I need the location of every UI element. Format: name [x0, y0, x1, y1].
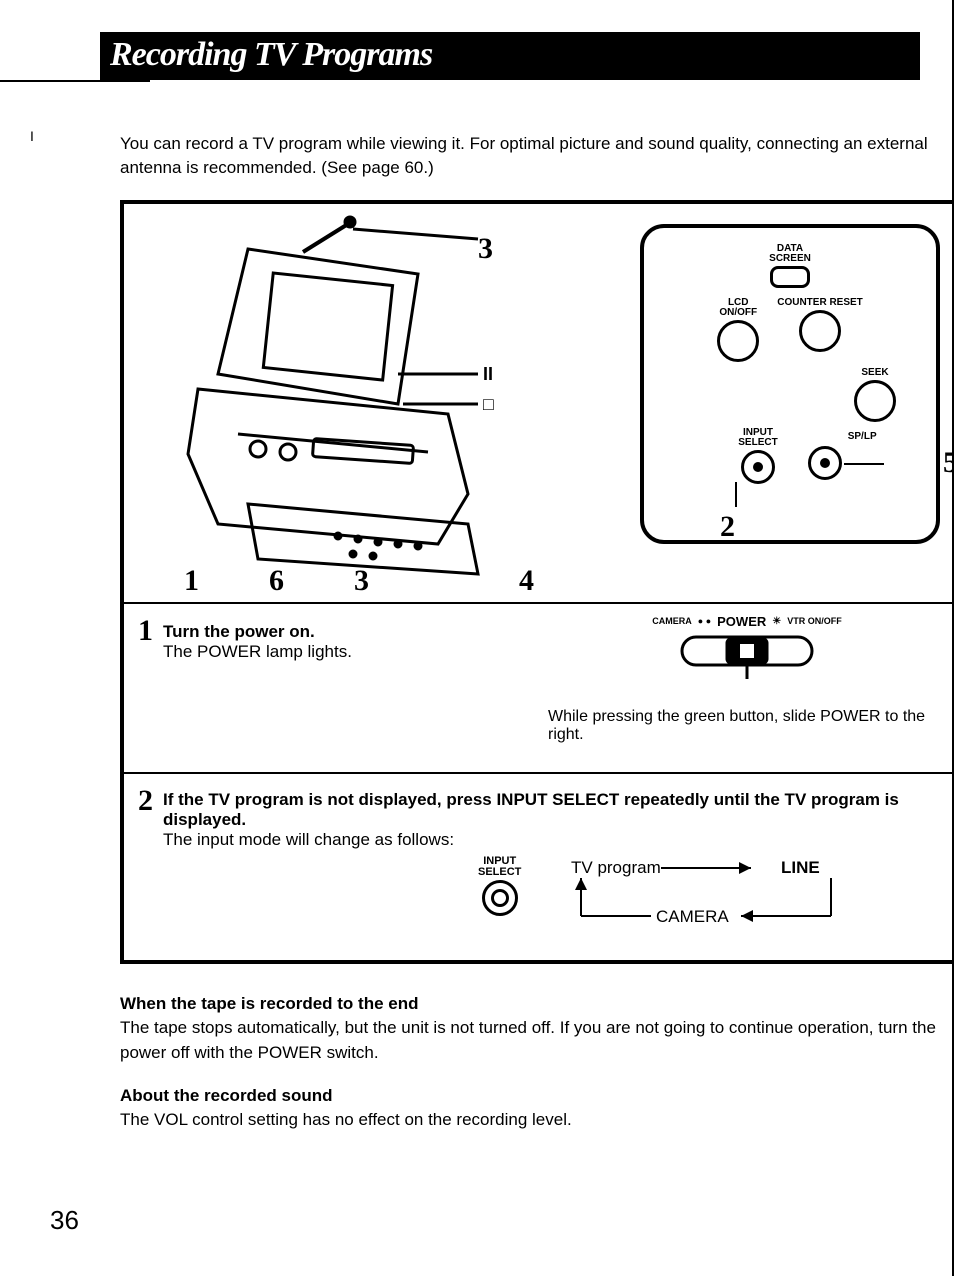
counter-reset-button [799, 310, 841, 352]
intro-text: You can record a TV program while viewin… [120, 132, 940, 180]
callout-stop: □ [483, 394, 494, 415]
callout-line-5 [844, 456, 894, 476]
sun-icon: ☀ [772, 616, 781, 627]
camera-label: CAMERA [656, 907, 729, 926]
label-data-screen: DATA SCREEN [769, 244, 811, 264]
bottom-num-4: 4 [519, 564, 534, 598]
line-label: LINE [781, 858, 820, 877]
label-lcd-onoff: LCD ON/OFF [717, 298, 759, 318]
step-2-panel: 2 If the TV program is not displayed, pr… [124, 774, 954, 960]
step-1-bold: Turn the power on. [163, 622, 315, 641]
step-1-num: 1 [138, 614, 153, 758]
footer-p2: The VOL control setting has no effect on… [120, 1108, 940, 1133]
title-underline [0, 80, 150, 82]
bottom-num-6: 6 [269, 564, 284, 598]
input-select-button [741, 450, 775, 484]
callout-line-2 [726, 482, 746, 512]
step-2-bold: If the TV program is not displayed, pres… [163, 790, 899, 829]
bottom-callouts: 1 6 3 4 [184, 564, 534, 598]
label-power: POWER [717, 614, 766, 629]
bottom-num-1: 1 [184, 564, 199, 598]
control-panel-box: DATA SCREEN LCD ON/OFF COUNTER RESET [640, 224, 940, 544]
page-title-bar: Recording TV Programs [100, 32, 920, 80]
footer-h2: About the recorded sound [120, 1084, 940, 1109]
step-2-num: 2 [138, 784, 153, 850]
label-vtr: VTR ON/OFF [787, 616, 842, 626]
bottom-num-3b: 3 [354, 564, 369, 598]
step-1-hint: While pressing the green button, slide P… [548, 708, 946, 744]
step-1-panel: 1 Turn the power on. The POWER lamp ligh… [124, 604, 954, 774]
seek-button [854, 380, 896, 422]
label-input-select-2: INPUT SELECT [478, 856, 521, 878]
step-1-text: The POWER lamp lights. [163, 642, 352, 661]
splp-button [808, 446, 842, 480]
cycle-svg: TV program LINE CAMERA [541, 856, 871, 946]
footer-notes: When the tape is recorded to the end The… [120, 992, 940, 1133]
step-1-diagram: CAMERA ● ● POWER ☀ VTR ON/OFF [518, 614, 946, 758]
footer-h1: When the tape is recorded to the end [120, 992, 940, 1017]
step-2-text: The input mode will change as follows: [163, 830, 454, 849]
label-counter-reset: COUNTER RESET [777, 298, 863, 308]
data-screen-button [770, 266, 810, 288]
input-select-button-2 [482, 880, 518, 916]
stray-mark: I [30, 128, 34, 144]
diagram-panel: 3 II □ DATA SCREEN LCD ON/OFF COUNTER RE… [124, 204, 954, 604]
callout-2: 2 [720, 510, 735, 544]
label-camera: CAMERA [652, 616, 692, 626]
page-number: 36 [50, 1205, 79, 1236]
lcd-onoff-button [717, 320, 759, 362]
manual-page: Recording TV Programs I You can record a… [0, 0, 954, 1276]
callout-3: 3 [478, 232, 493, 266]
power-switch-svg [672, 629, 822, 679]
input-cycle-diagram: INPUT SELECT [478, 856, 946, 946]
footer-p1: The tape stops automatically, but the un… [120, 1016, 940, 1065]
label-input-select: INPUT SELECT [738, 428, 777, 448]
label-splp: SP/LP [848, 432, 877, 442]
label-seek: SEEK [854, 368, 896, 378]
instruction-box: 3 II □ DATA SCREEN LCD ON/OFF COUNTER RE… [120, 200, 954, 964]
callout-5: 5 [943, 446, 954, 480]
tv-program-label: TV program [571, 858, 661, 877]
page-title: Recording TV Programs [110, 36, 432, 73]
callout-pause: II [483, 364, 493, 385]
camcorder-svg [138, 214, 558, 584]
